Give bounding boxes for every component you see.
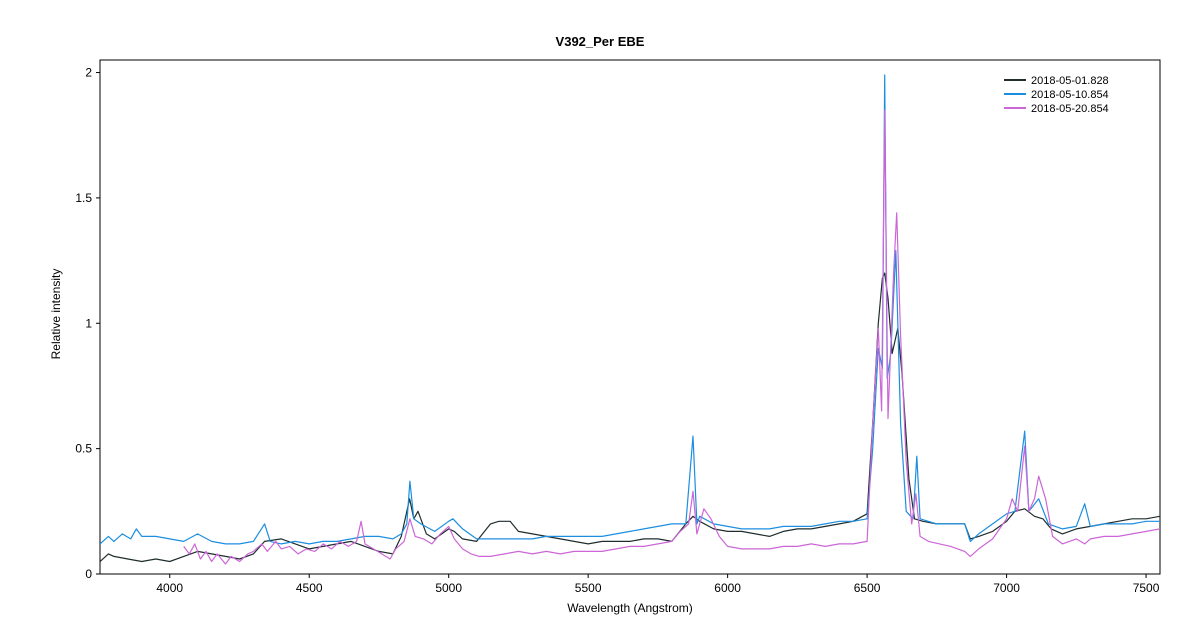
plot-frame bbox=[99, 59, 1161, 575]
legend-label-2018-05-10-854: 2018-05-10.854 bbox=[1031, 89, 1109, 101]
series-line-2018-05-20-854 bbox=[183, 109, 1160, 565]
legend: 2018-05-01.828 2018-05-10.854 2018-05-20.8… bbox=[1004, 75, 1109, 115]
y-axis-ticks: 0 0.5 1 1.5 2 bbox=[75, 66, 100, 581]
x-tick-label: 6500 bbox=[854, 581, 881, 595]
x-tick-label: 5000 bbox=[435, 581, 462, 595]
y-tick-label: 0 bbox=[85, 567, 92, 581]
legend-label-2018-05-20-854: 2018-05-20.854 bbox=[1031, 103, 1109, 115]
y-tick-label: 1 bbox=[85, 316, 92, 330]
x-tick-label: 5500 bbox=[575, 581, 602, 595]
x-tick-label: 6000 bbox=[714, 581, 741, 595]
y-axis-label: Relative intensity bbox=[49, 269, 63, 360]
chart-title: V392_Per EBE bbox=[556, 34, 645, 49]
x-axis-ticks: 4000 4500 5000 5500 6000 6500 7000 7500 bbox=[156, 574, 1160, 595]
y-tick-label: 0.5 bbox=[75, 442, 92, 456]
x-tick-label: 4500 bbox=[296, 581, 323, 595]
x-tick-label: 4000 bbox=[156, 581, 183, 595]
legend-label-2018-05-01-828: 2018-05-01.828 bbox=[1031, 75, 1109, 87]
x-tick-label: 7000 bbox=[993, 581, 1020, 595]
series-line-2018-05-10-854 bbox=[100, 74, 1160, 545]
x-axis-label: Wavelength (Angstrom) bbox=[567, 601, 693, 615]
y-tick-label: 1.5 bbox=[75, 191, 92, 205]
series-lines bbox=[100, 74, 1160, 565]
y-tick-label: 2 bbox=[85, 66, 92, 80]
x-tick-label: 7500 bbox=[1133, 581, 1160, 595]
